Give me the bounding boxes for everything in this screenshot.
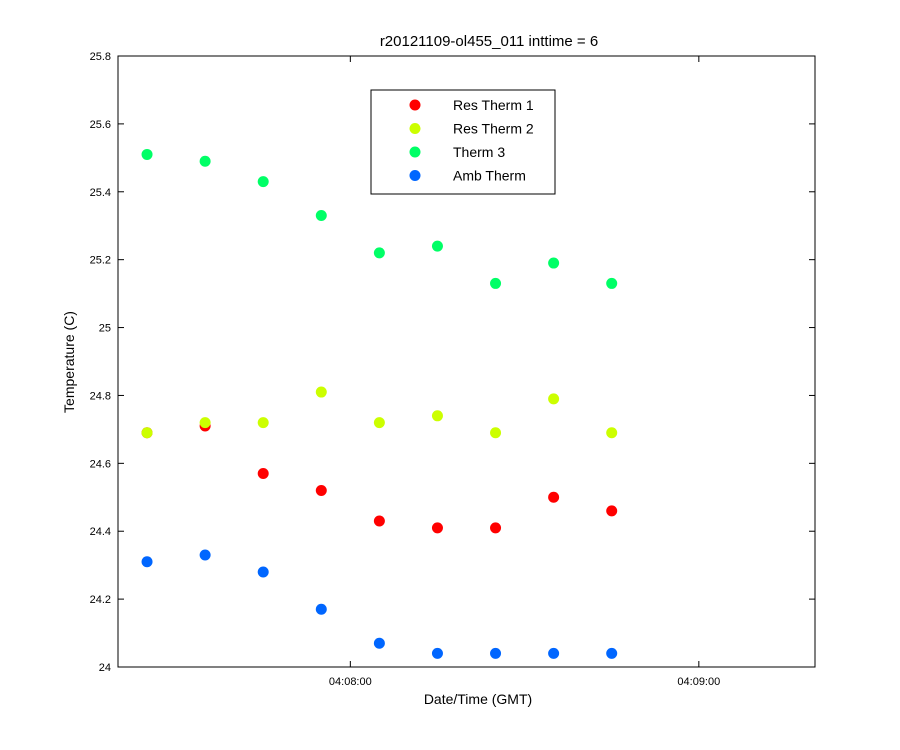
legend-marker-res-therm-2 [409,123,421,134]
point-amb-therm-2 [257,566,269,578]
point-therm-3-1 [199,155,211,167]
point-amb-therm-4 [373,637,385,649]
point-res-therm-2-6 [490,427,502,439]
point-res-therm-1-6 [490,522,502,534]
y-tick-label-1: 24.2 [90,594,111,606]
point-therm-3-5 [431,240,443,252]
legend-marker-amb-therm [409,170,421,181]
point-res-therm-1-5 [431,522,443,534]
y-tick-label-0: 24 [99,662,111,674]
point-therm-3-3 [315,210,327,222]
point-therm-3-0 [141,148,153,160]
point-amb-therm-1 [199,549,211,561]
point-amb-therm-5 [431,647,443,659]
legend-marker-res-therm-1 [409,99,421,111]
point-res-therm-2-0 [141,427,153,439]
legend-label-amb-therm: Amb Therm [453,168,526,184]
legend: Res Therm 1 Res Therm 2 Therm 3 Amb Therm [370,89,556,195]
y-tick-label-7: 25.4 [90,187,111,199]
point-res-therm-2-4 [373,417,385,429]
chart-title: r20121109-ol455_011 inttime = 6 [380,33,598,50]
y-axis-label: Temperature (C) [61,311,77,413]
x-axis-label: Date/Time (GMT) [424,691,532,707]
point-res-therm-2-2 [257,417,269,429]
legend-box [370,89,556,195]
point-res-therm-1-3 [315,484,327,496]
y-tick-label-2: 24.4 [90,526,111,538]
point-res-therm-1-2 [257,468,269,480]
y-tick-label-6: 25.2 [90,255,111,267]
point-res-therm-2-8 [606,427,618,439]
legend-label-res-therm-2: Res Therm 2 [453,121,534,137]
y-tick-label-5: 25 [99,323,111,335]
point-res-therm-2-1 [199,417,211,429]
point-therm-3-7 [548,257,560,269]
point-res-therm-1-8 [606,505,618,517]
point-amb-therm-8 [606,647,618,659]
point-res-therm-1-7 [548,491,560,503]
point-therm-3-8 [606,277,618,289]
point-therm-3-4 [373,247,385,259]
x-tick-label-1: 04:09:00 [677,676,720,688]
x-tick-label-0: 04:08:00 [329,676,372,688]
point-amb-therm-0 [141,556,153,568]
y-tick-label-3: 24.6 [90,458,111,470]
legend-label-therm-3: Therm 3 [453,144,505,160]
point-amb-therm-3 [315,603,327,615]
point-res-therm-2-7 [548,393,560,405]
point-res-therm-2-3 [315,386,327,398]
legend-label-res-therm-1: Res Therm 1 [453,97,534,113]
y-tick-label-8: 25.6 [90,119,111,131]
point-res-therm-2-5 [431,410,443,422]
point-res-therm-1-4 [373,515,385,527]
point-amb-therm-7 [548,647,560,659]
point-therm-3-2 [257,176,269,188]
legend-marker-therm-3 [409,146,421,158]
point-therm-3-6 [490,277,502,289]
y-tick-label-4: 24.8 [90,390,111,402]
y-tick-label-9: 25.8 [90,51,111,63]
point-amb-therm-6 [490,647,502,659]
